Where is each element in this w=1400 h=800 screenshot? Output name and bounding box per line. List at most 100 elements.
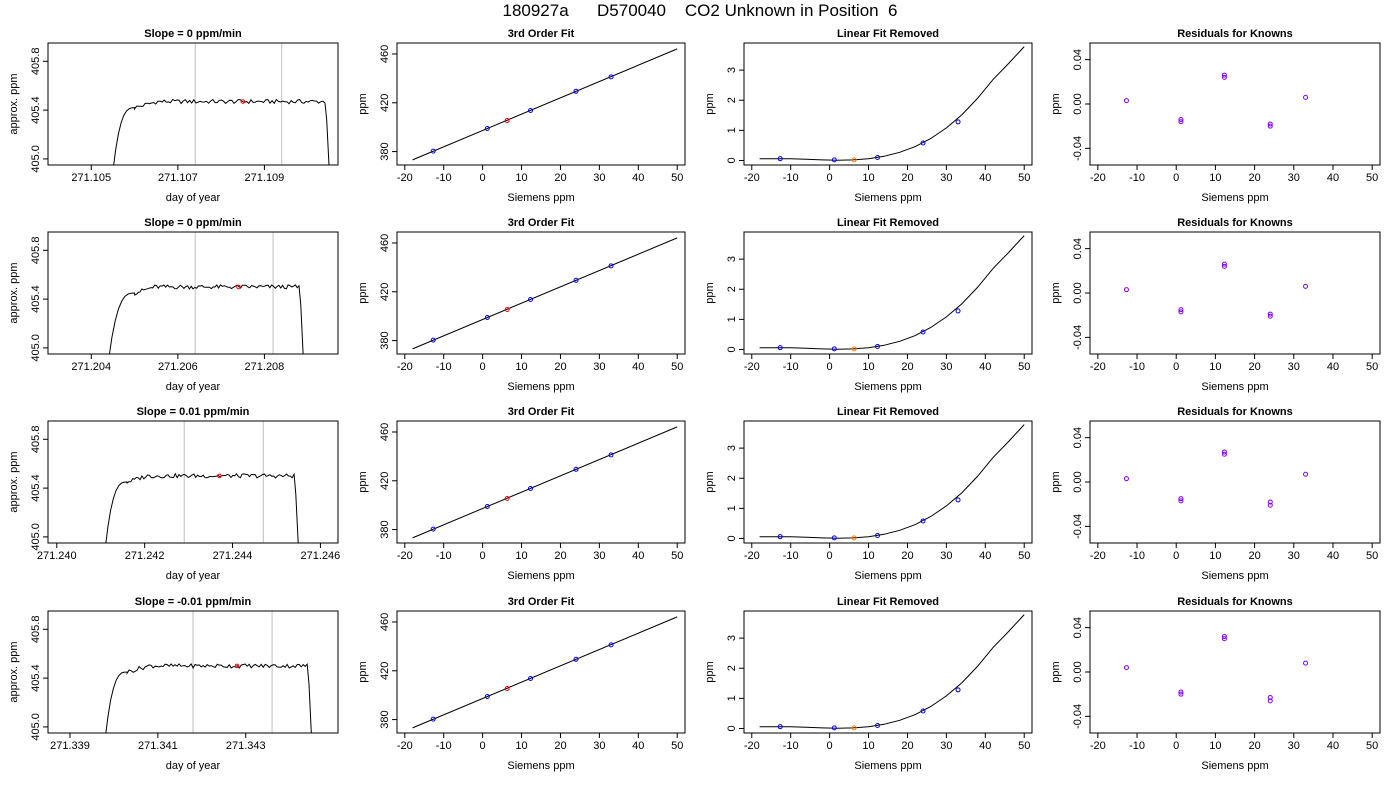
x-tick-label: 10 xyxy=(862,361,874,373)
x-axis-label: day of year xyxy=(166,381,221,393)
x-tick-label: -10 xyxy=(1129,361,1145,373)
plot-frame xyxy=(47,231,339,355)
plot-area xyxy=(105,421,299,543)
y-tick-label: 1 xyxy=(726,695,738,701)
x-axis-label: Siemens ppm xyxy=(507,192,574,204)
y-axis-label: approx. ppm xyxy=(8,262,20,323)
plot-frame xyxy=(743,42,1033,166)
x-tick-label: -20 xyxy=(744,361,760,373)
y-axis-label: ppm xyxy=(1050,661,1062,682)
known-point xyxy=(573,88,579,94)
fit-curve xyxy=(759,235,1025,350)
known-point xyxy=(955,308,961,314)
panel-linear_removed-row-4: Linear Fit Removed -20 -10 0 10 20 30 40 50 0 1 2 3 S… xyxy=(704,596,1033,772)
x-tick-label: 50 xyxy=(1366,550,1378,562)
x-axis-label: Siemens ppm xyxy=(854,760,921,772)
panel-title: Slope = -0.01 ppm/min xyxy=(135,596,252,608)
known-point xyxy=(430,337,436,343)
x-tick-label: -20 xyxy=(744,172,760,184)
x-tick-label: 271.339 xyxy=(50,740,90,752)
known-point xyxy=(920,518,926,524)
x-tick-label: 0 xyxy=(480,361,486,373)
y-tick-label: 0.00 xyxy=(1072,93,1084,114)
residual-point xyxy=(1178,309,1184,315)
y-tick-label: 380 xyxy=(379,331,391,349)
residual-point xyxy=(1221,634,1227,640)
plot-frame xyxy=(47,42,339,166)
panel-title: Residuals for Knowns xyxy=(1177,406,1293,418)
plot-frame xyxy=(396,231,686,355)
panel-title: Slope = 0 ppm/min xyxy=(144,28,242,40)
y-tick-label: 405.0 xyxy=(30,145,42,173)
known-point xyxy=(874,343,880,349)
residual-point xyxy=(1221,72,1227,78)
x-tick-label: 40 xyxy=(632,172,644,184)
panel-residuals-row-2: Residuals for Knowns -20 -10 0 10 20 30 40 50 -0.… xyxy=(1050,217,1381,393)
residual-point xyxy=(1123,287,1129,293)
panel-linear_removed-row-3: Linear Fit Removed -20 -10 0 10 20 30 40 50 0 1 2 3 S… xyxy=(704,406,1033,582)
panel-title: 3rd Order Fit xyxy=(508,28,575,40)
x-tick-label: 40 xyxy=(979,361,991,373)
x-tick-label: -20 xyxy=(744,550,760,562)
y-axis-label: ppm xyxy=(704,93,716,114)
known-point xyxy=(920,140,926,146)
residual-point xyxy=(1178,496,1184,502)
residual-point xyxy=(1221,449,1227,455)
known-point xyxy=(920,708,926,714)
x-tick-label: 10 xyxy=(1209,172,1221,184)
residual-point xyxy=(1178,691,1184,697)
x-tick-label: 10 xyxy=(515,172,527,184)
x-tick-label: 30 xyxy=(1288,550,1300,562)
y-axis-label: ppm xyxy=(357,282,369,303)
x-tick-label: 10 xyxy=(862,172,874,184)
x-tick-label: 0 xyxy=(1173,550,1179,562)
unknown-point xyxy=(851,346,857,352)
residual-point xyxy=(1267,695,1273,701)
y-tick-label: 420 xyxy=(379,94,391,112)
y-axis-label: ppm xyxy=(704,471,716,492)
panel-title: 3rd Order Fit xyxy=(508,217,575,229)
y-axis-label: ppm xyxy=(357,93,369,114)
x-axis-label: day of year xyxy=(166,570,221,582)
x-tick-label: 20 xyxy=(1248,550,1260,562)
x-tick-label: 10 xyxy=(1209,361,1221,373)
x-tick-label: 20 xyxy=(554,172,566,184)
x-tick-label: -10 xyxy=(436,361,452,373)
x-tick-label: 50 xyxy=(1018,172,1030,184)
plot-area xyxy=(412,426,678,539)
known-point xyxy=(430,716,436,722)
y-tick-label: 3 xyxy=(726,256,738,262)
x-tick-label: 40 xyxy=(632,361,644,373)
x-axis-label: Siemens ppm xyxy=(507,760,574,772)
x-tick-label: 20 xyxy=(901,172,913,184)
panel-title: Slope = 0 ppm/min xyxy=(144,217,242,229)
residual-point xyxy=(1178,117,1184,123)
x-tick-label: 271.208 xyxy=(245,361,285,373)
x-tick-label: 20 xyxy=(901,740,913,752)
known-point xyxy=(484,315,490,321)
x-tick-label: 0 xyxy=(480,550,486,562)
y-tick-label: 2 xyxy=(726,286,738,292)
plot-area xyxy=(759,235,1025,352)
y-tick-label: 0.04 xyxy=(1072,238,1084,259)
known-point xyxy=(955,119,961,125)
x-tick-label: 40 xyxy=(979,740,991,752)
plot-frame xyxy=(47,420,339,544)
residual-point xyxy=(1221,451,1227,457)
panel-linear_removed-row-1: Linear Fit Removed -20 -10 0 10 20 30 40 50 0 1 2 3 S… xyxy=(704,28,1033,204)
panel-title: Slope = 0.01 ppm/min xyxy=(137,406,250,418)
x-axis-label: Siemens ppm xyxy=(507,381,574,393)
x-tick-label: 20 xyxy=(554,361,566,373)
x-tick-label: 0 xyxy=(827,740,833,752)
panel-residuals-row-3: Residuals for Knowns -20 -10 0 10 20 30 40 50 -0.… xyxy=(1050,406,1381,582)
unknown-point xyxy=(851,535,857,541)
known-point xyxy=(874,722,880,728)
x-tick-label: 271.107 xyxy=(158,172,198,184)
x-tick-label: 50 xyxy=(671,361,683,373)
plot-area xyxy=(412,48,678,161)
known-point xyxy=(608,452,614,458)
plot-frame xyxy=(743,231,1033,355)
x-tick-label: 20 xyxy=(554,550,566,562)
residual-point xyxy=(1267,311,1273,317)
